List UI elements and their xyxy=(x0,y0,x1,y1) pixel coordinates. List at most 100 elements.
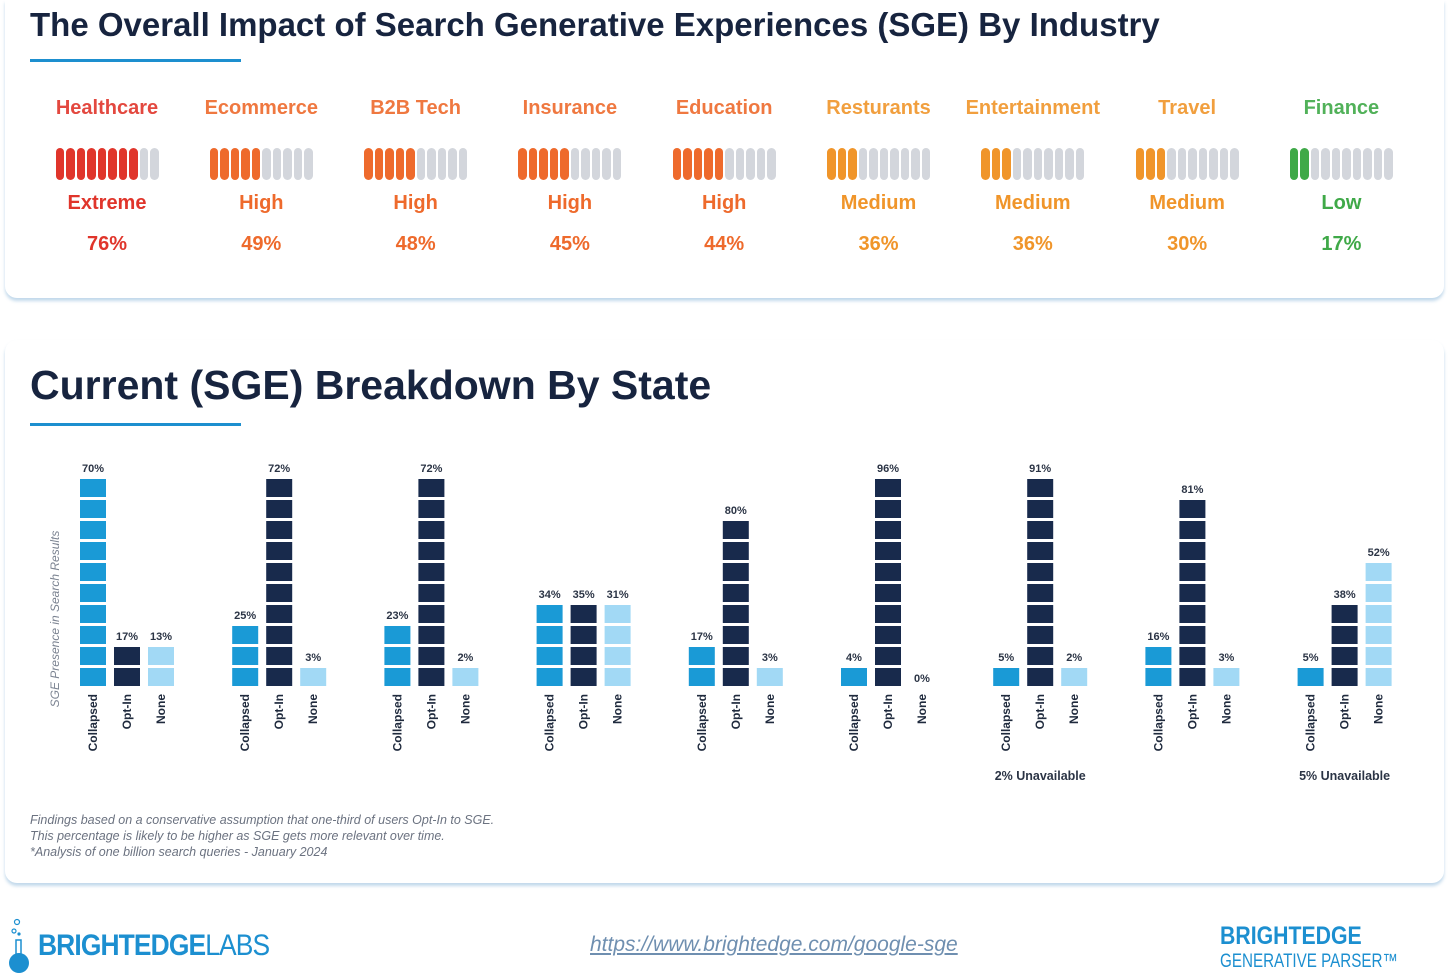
gauge-segment xyxy=(283,148,292,180)
gauge-segment xyxy=(981,148,990,180)
bar-block xyxy=(604,668,631,686)
category-label: Collapsed xyxy=(1304,694,1318,751)
gauge-segment xyxy=(76,148,85,180)
bar-block xyxy=(266,668,293,686)
gauge-segment xyxy=(150,148,159,180)
category-label: None xyxy=(763,694,777,724)
footnote: Findings based on a conservative assumpt… xyxy=(30,813,495,827)
bar-block xyxy=(536,647,563,665)
industry-item: Insurance High 45% xyxy=(493,94,647,256)
data-label: 31% xyxy=(607,589,629,601)
bar-block xyxy=(1027,668,1054,686)
gauge-segment xyxy=(427,148,436,180)
bar-block xyxy=(418,563,445,581)
bar-block xyxy=(1331,626,1358,644)
category-label: Opt-In xyxy=(120,694,134,729)
gauge-segment xyxy=(714,148,724,180)
bar-block xyxy=(604,626,631,644)
gauge-segment xyxy=(230,148,240,180)
gauge-segment xyxy=(416,148,426,180)
impact-level: High xyxy=(701,192,747,214)
bar-block xyxy=(80,500,106,518)
flask-icon xyxy=(9,918,29,973)
data-label: 4% xyxy=(846,652,862,664)
bar-block xyxy=(80,584,106,602)
bar-block xyxy=(114,668,140,686)
category-label: None xyxy=(1219,694,1233,724)
bar-block xyxy=(80,563,106,581)
bar-block xyxy=(1027,626,1054,644)
category-label: Opt-In xyxy=(424,694,438,729)
impact-gauge xyxy=(30,148,184,180)
y-axis-label: SGE Presence in Search Results xyxy=(48,530,62,708)
industry-name: Ecommerce xyxy=(204,97,318,119)
gauge-segment xyxy=(735,148,745,180)
gauge-segment xyxy=(1363,148,1372,180)
bar-block xyxy=(80,626,106,644)
data-label: 2% xyxy=(457,652,473,664)
bar-block xyxy=(570,668,597,686)
bar-block xyxy=(80,605,106,623)
bar-block xyxy=(875,542,901,560)
gauge-segment xyxy=(837,148,846,180)
bar-block xyxy=(266,563,293,581)
gauge-segment xyxy=(406,148,415,180)
bar-block xyxy=(418,521,445,539)
bar-block xyxy=(688,668,715,686)
bar-block xyxy=(114,647,140,665)
bar-block xyxy=(875,563,901,581)
industry-impact-card: The Overall Impact of Search Generative … xyxy=(5,0,1444,298)
bar-block xyxy=(1331,605,1358,623)
impact-gauge xyxy=(1110,148,1264,180)
bar-block xyxy=(536,626,563,644)
bar-block xyxy=(536,605,563,623)
source-link[interactable]: https://www.brightedge.com/google-sge xyxy=(590,933,958,956)
impact-percent: 48% xyxy=(395,233,436,255)
gauge-segment xyxy=(767,148,776,180)
gauge-segment xyxy=(693,148,703,180)
impact-gauge xyxy=(1264,148,1418,180)
bar-block xyxy=(418,500,445,518)
impact-percent: 44% xyxy=(704,233,745,255)
bar-block xyxy=(1365,605,1392,623)
bar-block xyxy=(1027,479,1054,497)
gauge-segment xyxy=(108,148,117,180)
gauge-segment xyxy=(528,148,538,180)
category-label: Collapsed xyxy=(238,694,252,751)
gauge-segment xyxy=(1188,148,1197,180)
gauge-segment xyxy=(97,148,106,180)
gauge-segment xyxy=(1198,148,1208,180)
industry-item: Finance Low 17% xyxy=(1264,94,1418,256)
gauge-segment xyxy=(1135,148,1145,180)
gauge-segment xyxy=(518,148,527,180)
gauge-segment xyxy=(570,148,580,180)
bar-block xyxy=(266,521,293,539)
gauge-segment xyxy=(1289,148,1299,180)
data-label: 16% xyxy=(1147,631,1169,643)
bar-block xyxy=(266,647,293,665)
impact-percent: 36% xyxy=(858,233,899,255)
gauge-segment xyxy=(581,148,590,180)
category-label: None xyxy=(1372,694,1386,724)
bar-block xyxy=(875,500,901,518)
data-label: 70% xyxy=(82,463,104,475)
bar-block xyxy=(266,584,293,602)
industry-item: Ecommerce High 49% xyxy=(184,94,338,256)
bar-block xyxy=(1027,521,1054,539)
data-label: 3% xyxy=(1218,652,1234,664)
gauge-segment xyxy=(448,148,457,180)
data-label: 91% xyxy=(1029,463,1051,475)
category-label: Opt-In xyxy=(1033,694,1047,729)
gauge-segment xyxy=(1023,148,1032,180)
impact-percent: 17% xyxy=(1321,233,1362,255)
gauge-segment xyxy=(1075,148,1085,180)
gauge-segment xyxy=(272,148,282,180)
gauge-segment xyxy=(1321,148,1330,180)
impact-percent: 30% xyxy=(1167,233,1208,255)
gauge-segment xyxy=(374,148,384,180)
gauge-segment xyxy=(539,148,548,180)
data-label: 3% xyxy=(762,652,778,664)
category-label: Collapsed xyxy=(847,694,861,751)
bar-block xyxy=(266,500,293,518)
gauge-segment xyxy=(129,148,138,180)
